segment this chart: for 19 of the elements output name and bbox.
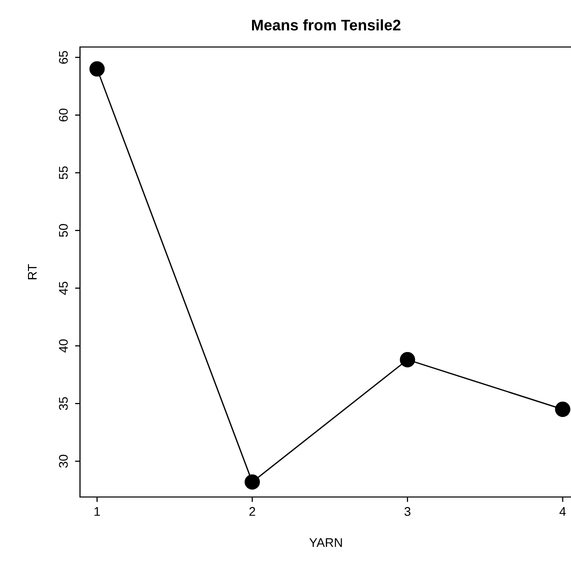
point bbox=[400, 352, 416, 368]
point bbox=[555, 402, 570, 417]
x-tick-label: 2 bbox=[249, 507, 256, 516]
y-tick-label: 35 bbox=[58, 397, 68, 410]
y-axis-title: RT bbox=[28, 264, 37, 280]
x-tick-label: 3 bbox=[404, 507, 410, 516]
x-tick-label: 4 bbox=[560, 507, 566, 516]
y-tick-label: 30 bbox=[58, 454, 68, 468]
x-axis-title: YARN bbox=[309, 538, 342, 547]
y-tick-label: 65 bbox=[58, 50, 68, 64]
y-tick-label: 45 bbox=[59, 282, 68, 295]
y-tick-label: 55 bbox=[59, 166, 68, 180]
point bbox=[244, 474, 260, 490]
y-tick-label: 50 bbox=[58, 224, 68, 237]
y-tick-label: 40 bbox=[58, 339, 68, 353]
point bbox=[89, 61, 105, 77]
y-tick-label: 60 bbox=[58, 108, 68, 122]
x-tick-label: 1 bbox=[94, 507, 100, 516]
chart-title: Means from Tensile2 bbox=[252, 19, 400, 30]
